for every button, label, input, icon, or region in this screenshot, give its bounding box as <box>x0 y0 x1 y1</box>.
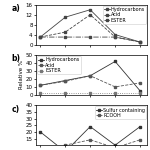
Sulfur containing <box>89 126 91 127</box>
Line: ESTER: ESTER <box>39 36 141 43</box>
RCOOH <box>64 144 66 146</box>
Acid <box>64 31 66 33</box>
ESTER <box>114 92 116 94</box>
ESTER <box>64 36 66 38</box>
Hydrocarbons <box>89 9 91 11</box>
Text: a): a) <box>11 4 20 13</box>
Sulfur containing <box>139 126 141 127</box>
ESTER <box>139 92 141 94</box>
Line: Hydrocarbons: Hydrocarbons <box>39 60 141 92</box>
ESTER <box>89 92 91 94</box>
Acid <box>39 36 41 38</box>
Sulfur containing <box>39 131 41 133</box>
Acid <box>39 84 41 86</box>
Hydrocarbons <box>39 36 41 38</box>
Line: Acid: Acid <box>39 75 141 88</box>
ESTER <box>139 41 141 43</box>
Sulfur containing <box>114 144 116 146</box>
Text: b): b) <box>11 54 20 63</box>
Hydrocarbons <box>64 16 66 18</box>
Acid <box>114 86 116 88</box>
ESTER <box>89 36 91 38</box>
ESTER <box>64 92 66 94</box>
RCOOH <box>114 147 116 149</box>
Acid <box>89 14 91 16</box>
Hydrocarbons <box>64 80 66 81</box>
ESTER <box>39 36 41 38</box>
RCOOH <box>89 139 91 141</box>
Legend: Hydrocarbons, Acid, ESTER: Hydrocarbons, Acid, ESTER <box>102 6 146 24</box>
Line: Acid: Acid <box>39 14 141 43</box>
Text: c): c) <box>11 105 20 114</box>
Line: Sulfur containing: Sulfur containing <box>39 126 141 150</box>
Hydrocarbons <box>139 41 141 43</box>
RCOOH <box>139 139 141 141</box>
Acid <box>89 75 91 77</box>
Hydrocarbons <box>89 75 91 77</box>
Hydrocarbons <box>139 90 141 92</box>
Line: RCOOH: RCOOH <box>39 139 141 150</box>
Acid <box>114 36 116 38</box>
ESTER <box>39 92 41 94</box>
Y-axis label: Relative %: Relative % <box>19 60 24 89</box>
Line: ESTER: ESTER <box>39 92 141 94</box>
Acid <box>139 41 141 43</box>
ESTER <box>114 36 116 38</box>
Legend: Hydrocarbons, Acid, ESTER: Hydrocarbons, Acid, ESTER <box>37 56 81 74</box>
Legend: Sulfur containing, RCOOH: Sulfur containing, RCOOH <box>95 106 146 119</box>
Hydrocarbons <box>114 34 116 36</box>
Line: Hydrocarbons: Hydrocarbons <box>39 9 141 43</box>
Hydrocarbons <box>114 61 116 62</box>
Acid <box>139 82 141 84</box>
Hydrocarbons <box>39 84 41 86</box>
Acid <box>64 80 66 82</box>
